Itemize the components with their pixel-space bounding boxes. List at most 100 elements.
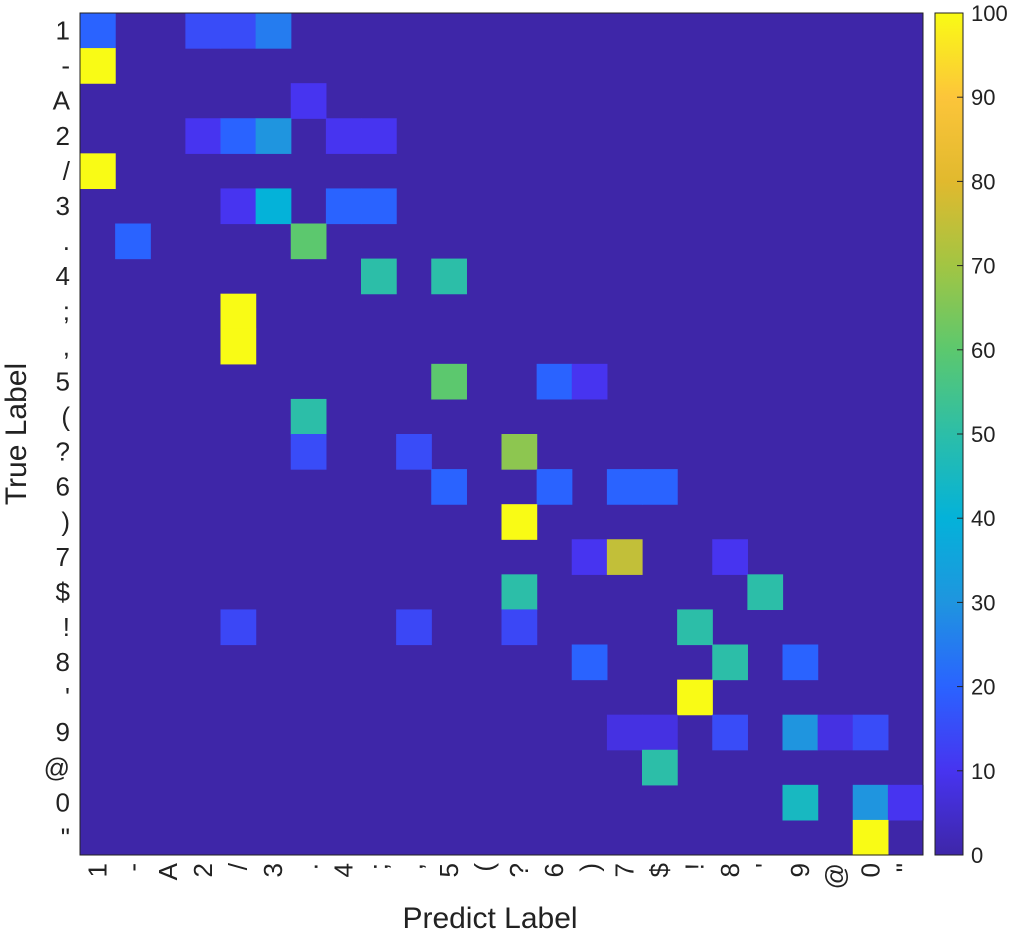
colorbar-tick-label: 0 [971, 843, 983, 868]
heatmap-cell [396, 609, 432, 646]
x-tick-label: 1 [83, 863, 113, 877]
heatmap-cell [782, 714, 819, 751]
x-tick-label: 6 [539, 863, 569, 877]
heatmap-cell [361, 188, 397, 225]
y-tick-label: A [53, 86, 71, 116]
heatmap-cell [606, 469, 643, 505]
heatmap-cell [220, 13, 257, 49]
heatmap-cell [80, 153, 116, 190]
heatmap-cell [852, 819, 889, 856]
x-tick-label: 2 [188, 863, 218, 877]
heatmap-cell [290, 434, 327, 470]
heatmap-cell [220, 328, 257, 365]
y-axis-label: True Label [0, 363, 33, 505]
x-tick-label: ' [750, 863, 780, 868]
plot-frame [79, 12, 924, 856]
y-tick-label: ' [65, 682, 70, 712]
heatmap-cell [501, 574, 538, 611]
heatmap-cell [501, 504, 538, 540]
x-tick-label: $ [645, 862, 675, 877]
heatmap-cell [115, 223, 151, 260]
heatmap-cell [185, 13, 222, 49]
x-tick-label: 5 [434, 863, 464, 877]
x-tick-label: - [118, 863, 148, 872]
y-tick-label: , [63, 331, 70, 361]
x-tick-label: / [223, 862, 253, 870]
heatmap-cell [712, 539, 748, 575]
colorbar-tick-label: 10 [971, 759, 995, 784]
heatmap-cell [255, 188, 292, 225]
y-tick-label: 6 [56, 472, 70, 502]
y-tick-label: $ [56, 577, 71, 607]
x-tick-label: A [153, 862, 183, 880]
x-tick-labels: 1- A 2 / 3. 4;, 5 (? 6) 7 $! 8 ' 9 @0 " [83, 862, 921, 889]
heatmap-cell [220, 188, 257, 225]
y-tick-labels: 1 - A 2 / 3. 4;, 5 (? 6) 7 $! 8 ' 9 @0 " [44, 16, 71, 853]
x-tick-label: 8 [715, 863, 745, 877]
y-tick-label: 8 [56, 647, 70, 677]
colorbar-tick-label: 60 [971, 338, 995, 363]
heatmap-cell [290, 223, 327, 260]
heatmap-cell [185, 118, 222, 154]
y-tick-label: - [61, 51, 70, 81]
colorbar-tick-label: 20 [971, 675, 995, 700]
heatmap-cell [536, 469, 573, 505]
heatmap-cell [220, 609, 257, 646]
y-tick-label: ? [56, 437, 70, 467]
y-tick-label: . [63, 226, 70, 256]
heatmap-cell [325, 118, 362, 154]
heatmap-cell [290, 398, 327, 435]
heatmap-cell [361, 258, 397, 295]
heatmap-cell [817, 714, 854, 751]
x-tick-label: ; [364, 863, 394, 870]
heatmap-cell [571, 363, 608, 400]
heatmap-cell [852, 784, 889, 821]
heatmap-cell [642, 469, 678, 505]
y-tick-label: ) [61, 507, 70, 537]
y-tick-label: / [63, 156, 71, 186]
heatmap-cell [571, 539, 608, 575]
heatmap-cell [80, 13, 116, 49]
heatmap-cell [220, 118, 257, 154]
heatmap-cell [255, 13, 292, 49]
heatmap-cell [255, 118, 292, 154]
y-tick-label: 0 [56, 787, 70, 817]
heatmap-cell [501, 434, 538, 470]
heatmap-cell [290, 83, 327, 119]
heatmap-cell [396, 434, 432, 470]
heatmap-cell [712, 644, 748, 681]
heatmap-cell [677, 679, 713, 716]
heatmap-cell [747, 574, 784, 611]
heatmap-cell [712, 714, 748, 751]
heatmap-cell [431, 363, 467, 400]
heatmap-cell [606, 539, 643, 575]
heatmap-cell [325, 188, 362, 225]
colorbar-tick-label: 40 [971, 506, 995, 531]
heatmap-cell [431, 258, 467, 295]
y-tick-label: 7 [56, 542, 70, 572]
y-tick-label: ; [63, 296, 70, 326]
y-tick-label: 2 [56, 121, 70, 151]
x-tick-label: . [293, 863, 323, 870]
y-tick-label: 5 [56, 366, 70, 396]
x-tick-label: 9 [785, 863, 815, 877]
y-tick-label: ! [63, 612, 70, 642]
heatmap-cell [80, 48, 116, 84]
heatmap-cell [536, 363, 573, 400]
y-tick-label: @ [44, 752, 70, 782]
colorbar: 0 10 20 30 40 50 60 70 80 90 100 [934, 1, 1008, 868]
x-tick-label: ? [504, 863, 534, 877]
heatmap-cell [782, 784, 819, 821]
y-tick-label: 9 [56, 717, 70, 747]
colorbar-tick-label: 90 [971, 85, 995, 110]
x-tick-label: @ [820, 863, 850, 889]
x-tick-label: 4 [328, 863, 358, 877]
colorbar-tick-label: 50 [971, 422, 995, 447]
heatmap-cell [220, 293, 257, 330]
heatmap-cell [501, 609, 538, 646]
x-tick-label: 7 [609, 863, 639, 877]
heatmap-plot [79, 12, 924, 856]
y-tick-label: " [61, 822, 70, 852]
y-tick-label: 3 [56, 191, 70, 221]
